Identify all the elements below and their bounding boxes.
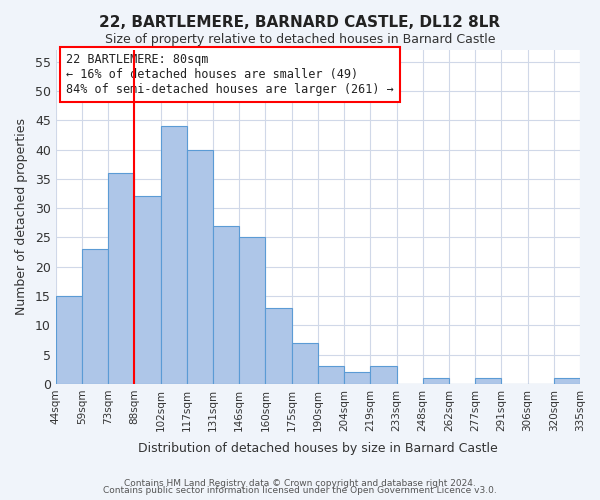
Bar	[344, 372, 370, 384]
Bar	[213, 226, 239, 384]
Bar	[554, 378, 580, 384]
Bar	[292, 343, 318, 384]
Text: 22, BARTLEMERE, BARNARD CASTLE, DL12 8LR: 22, BARTLEMERE, BARNARD CASTLE, DL12 8LR	[100, 15, 500, 30]
Bar	[318, 366, 344, 384]
Bar	[82, 249, 108, 384]
Text: 22 BARTLEMERE: 80sqm
← 16% of detached houses are smaller (49)
84% of semi-detac: 22 BARTLEMERE: 80sqm ← 16% of detached h…	[66, 54, 394, 96]
Bar	[108, 173, 134, 384]
Bar	[239, 238, 265, 384]
Bar	[134, 196, 161, 384]
Bar	[423, 378, 449, 384]
Bar	[370, 366, 397, 384]
Y-axis label: Number of detached properties: Number of detached properties	[15, 118, 28, 316]
Bar	[161, 126, 187, 384]
Text: Size of property relative to detached houses in Barnard Castle: Size of property relative to detached ho…	[105, 32, 495, 46]
X-axis label: Distribution of detached houses by size in Barnard Castle: Distribution of detached houses by size …	[138, 442, 498, 455]
Bar	[265, 308, 292, 384]
Bar	[475, 378, 502, 384]
Bar	[187, 150, 213, 384]
Text: Contains HM Land Registry data © Crown copyright and database right 2024.: Contains HM Land Registry data © Crown c…	[124, 478, 476, 488]
Text: Contains public sector information licensed under the Open Government Licence v3: Contains public sector information licen…	[103, 486, 497, 495]
Bar	[56, 296, 82, 384]
